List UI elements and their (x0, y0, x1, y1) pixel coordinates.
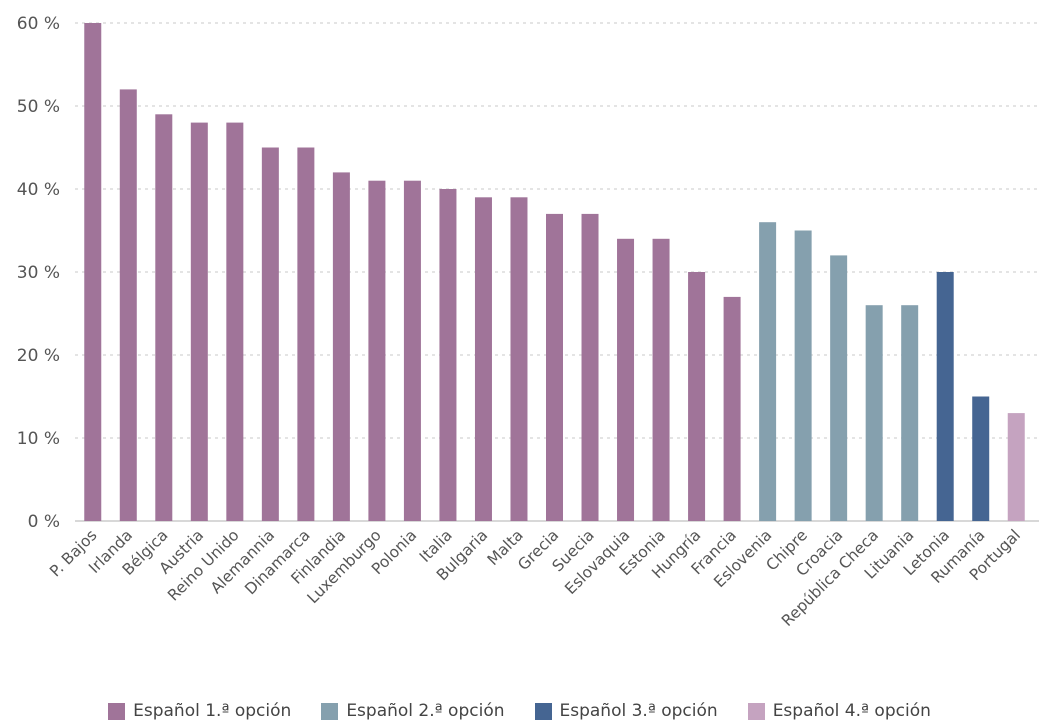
bar (226, 122, 244, 521)
legend-swatch (534, 702, 552, 720)
bar (403, 180, 421, 521)
bar (1007, 413, 1025, 521)
bar (368, 180, 386, 521)
bar (759, 222, 777, 521)
bar (297, 147, 315, 521)
y-axis-ticks: 0 % 10 % 20 % 30 % 40 % 50 % 60 % (17, 14, 60, 532)
y-tick-label: 0 % (28, 512, 60, 532)
bar (936, 272, 954, 521)
y-tick-label: 10 % (17, 429, 60, 449)
legend-swatch (108, 702, 126, 720)
legend-item: Español 1.ª opción (108, 701, 291, 721)
legend-item: Español 4.ª opción (747, 701, 931, 721)
legend-label: Español 4.ª opción (772, 701, 931, 721)
legend-label: Español 2.ª opción (346, 701, 505, 721)
bar (794, 230, 812, 521)
bar (510, 197, 528, 522)
y-tick-label: 20 % (17, 346, 60, 366)
bar (688, 272, 706, 521)
bar (865, 305, 883, 521)
legend-label: Español 3.ª opción (559, 701, 718, 721)
bar (546, 213, 563, 521)
legend-item: Español 2.ª opción (321, 701, 505, 721)
bar (119, 89, 137, 522)
bar (84, 23, 102, 521)
bar (155, 114, 173, 522)
bar (439, 189, 457, 521)
y-tick-label: 50 % (17, 97, 60, 117)
legend: Español 1.ª opción Español 2.ª opción Espa… (0, 696, 1039, 726)
bar (652, 238, 670, 522)
bar (901, 305, 919, 521)
legend-swatch (747, 702, 765, 720)
bar (723, 296, 741, 521)
legend-swatch (321, 702, 339, 720)
bars (84, 23, 1025, 522)
bar (617, 238, 635, 522)
bar (830, 255, 848, 521)
bar (474, 197, 492, 522)
bar (972, 396, 990, 521)
bar (332, 172, 350, 521)
legend-label: Español 1.ª opción (133, 701, 292, 721)
bar (190, 122, 208, 521)
y-tick-label: 30 % (17, 263, 60, 283)
y-tick-label: 60 % (17, 14, 60, 34)
legend-item: Español 3.ª opción (534, 701, 718, 721)
bar (261, 147, 279, 521)
bar-chart: 0 % 10 % 20 % 30 % 40 % 50 % 60 % P. BajosIrla… (17, 14, 1039, 630)
y-tick-label: 40 % (17, 180, 60, 200)
bar (581, 213, 599, 521)
